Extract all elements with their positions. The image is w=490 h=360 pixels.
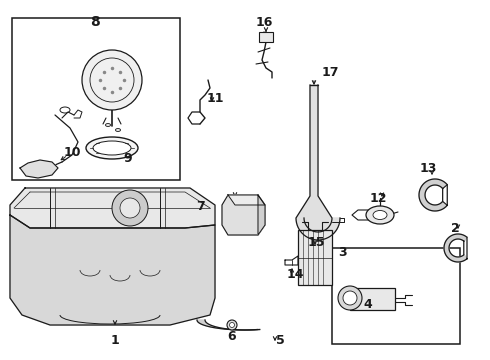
Polygon shape [10, 188, 215, 228]
Ellipse shape [93, 141, 131, 155]
Text: 5: 5 [275, 333, 284, 346]
Text: 1: 1 [111, 333, 120, 346]
Ellipse shape [366, 206, 394, 224]
Text: 14: 14 [286, 267, 304, 280]
Bar [259, 32, 273, 42]
Text: 11: 11 [206, 91, 224, 104]
Circle shape [120, 198, 140, 218]
Text: 3: 3 [338, 246, 346, 258]
Text: 10: 10 [63, 145, 81, 158]
Circle shape [112, 190, 148, 226]
Ellipse shape [373, 211, 387, 220]
Polygon shape [444, 234, 467, 262]
Polygon shape [296, 85, 340, 240]
Bar [298, 230, 332, 285]
Circle shape [229, 323, 235, 328]
Bar [332, 248, 460, 344]
Text: 6: 6 [228, 329, 236, 342]
Circle shape [227, 320, 237, 330]
Text: 16: 16 [255, 15, 273, 28]
Circle shape [343, 291, 357, 305]
Text: 17: 17 [321, 66, 339, 78]
Ellipse shape [105, 123, 111, 126]
Circle shape [82, 50, 142, 110]
Ellipse shape [116, 129, 121, 131]
Polygon shape [222, 195, 265, 235]
Text: 4: 4 [364, 298, 372, 311]
Text: 8: 8 [90, 15, 100, 29]
Text: 9: 9 [123, 152, 132, 165]
Polygon shape [197, 320, 260, 330]
Text: 15: 15 [307, 235, 325, 248]
Text: 13: 13 [419, 162, 437, 175]
Bar [12, 18, 180, 180]
Polygon shape [20, 160, 58, 178]
Polygon shape [228, 195, 265, 205]
Polygon shape [419, 179, 447, 211]
Text: 12: 12 [369, 192, 387, 204]
Text: 2: 2 [451, 221, 460, 234]
Ellipse shape [86, 137, 138, 159]
Polygon shape [10, 215, 215, 325]
Polygon shape [258, 195, 265, 235]
Circle shape [338, 286, 362, 310]
Text: 7: 7 [196, 199, 204, 212]
Bar [350, 288, 395, 310]
